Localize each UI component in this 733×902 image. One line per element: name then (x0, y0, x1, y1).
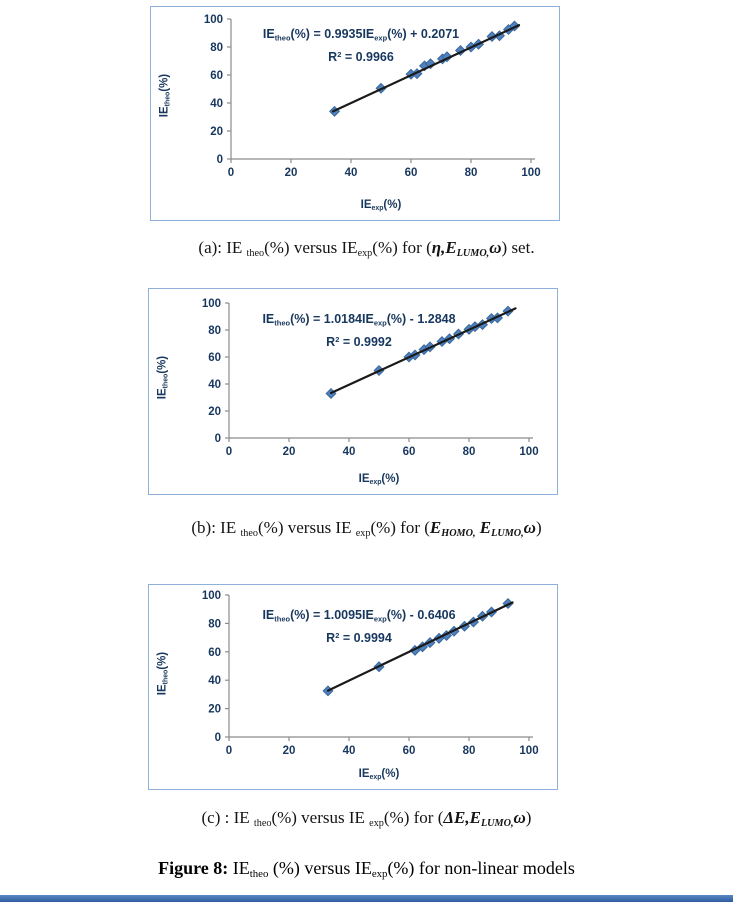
svg-text:60: 60 (210, 70, 223, 82)
svg-text:60: 60 (208, 352, 221, 364)
svg-text:0: 0 (228, 167, 234, 179)
svg-text:20: 20 (210, 126, 223, 138)
svg-text:40: 40 (343, 745, 356, 757)
chart-a-equation: IEtheo(%) = 0.9935IEexp(%) + 0.2071 R2 =… (206, 26, 516, 66)
chart-c: 0 20 40 60 80 100 0 20 40 60 80 100 IEtheo(%) = 1.0… (148, 584, 558, 790)
svg-text:100: 100 (202, 590, 221, 602)
chart-a-y-axis-title: IEtheo(%) (158, 73, 172, 118)
svg-text:100: 100 (519, 745, 538, 757)
svg-text:80: 80 (465, 167, 478, 179)
svg-text:60: 60 (405, 167, 418, 179)
svg-text:100: 100 (204, 14, 223, 26)
chart-b: 0 20 40 60 80 100 0 20 40 60 80 100 IEtheo(%) = 1.0… (148, 288, 558, 495)
chart-a-caption: (a): IE theo(%) versus IEexp(%) for (η,E… (198, 238, 535, 260)
svg-text:100: 100 (202, 298, 221, 310)
svg-text:80: 80 (208, 618, 221, 630)
chart-b-equation-line1: IEtheo(%) = 1.0184IEexp(%) - 1.2848 (262, 312, 456, 328)
chart-b-equation-r2: R2 = 0.9992 (326, 335, 392, 350)
svg-text:60: 60 (403, 446, 416, 458)
svg-text:80: 80 (208, 325, 221, 337)
svg-text:40: 40 (208, 675, 221, 687)
page-bottom-bar (0, 895, 733, 902)
svg-text:0: 0 (226, 745, 232, 757)
chart-b-x-axis-title: IEexp(%) (358, 472, 400, 486)
svg-text:40: 40 (210, 98, 223, 110)
chart-a-plot: 0 20 40 60 80 100 0 20 40 60 80 100 (204, 14, 541, 179)
svg-text:60: 60 (208, 647, 221, 659)
svg-text:20: 20 (283, 446, 296, 458)
svg-text:20: 20 (208, 406, 221, 418)
svg-text:0: 0 (215, 732, 221, 744)
svg-text:40: 40 (343, 446, 356, 458)
chart-b-plot: 0 20 40 60 80 100 0 20 40 60 80 100 (202, 298, 539, 458)
chart-b-caption: (b): IE theo(%) versus IE exp(%) for (EH… (191, 518, 542, 540)
svg-text:40: 40 (345, 167, 358, 179)
svg-text:20: 20 (283, 745, 296, 757)
svg-text:20: 20 (208, 704, 221, 716)
chart-a: 0 20 40 60 80 100 0 20 40 60 80 100 IEtheo(%) = 0.9… (150, 6, 560, 221)
chart-c-equation: IEtheo(%) = 1.0095IEexp(%) - 0.6406 R2 =… (204, 607, 514, 647)
chart-a-x-axis-title: IEexp(%) (360, 198, 402, 212)
chart-a-equation-line1: IEtheo(%) = 0.9935IEexp(%) + 0.2071 (262, 27, 460, 43)
chart-b-equation: IEtheo(%) = 1.0184IEexp(%) - 1.2848 R2 =… (204, 311, 514, 351)
svg-text:100: 100 (521, 167, 540, 179)
svg-text:0: 0 (217, 154, 223, 166)
svg-text:0: 0 (226, 446, 232, 458)
chart-c-caption: (c) : IE theo(%) versus IE exp(%) for (Δ… (201, 808, 532, 830)
chart-c-equation-r2: R2 = 0.9994 (326, 631, 392, 646)
chart-c-y-axis-title: IEtheo(%) (156, 651, 170, 696)
svg-text:80: 80 (463, 446, 476, 458)
svg-text:80: 80 (463, 745, 476, 757)
svg-text:20: 20 (285, 167, 298, 179)
svg-text:0: 0 (215, 433, 221, 445)
chart-c-equation-line1: IEtheo(%) = 1.0095IEexp(%) - 0.6406 (262, 608, 456, 624)
svg-text:80: 80 (210, 42, 223, 54)
svg-text:100: 100 (519, 446, 538, 458)
chart-c-plot: 0 20 40 60 80 100 0 20 40 60 80 100 (202, 590, 539, 757)
chart-a-equation-r2: R2 = 0.9966 (328, 50, 394, 65)
svg-text:40: 40 (208, 379, 221, 391)
figure-caption: Figure 8: IEtheo (%) versus IEexp(%) for… (158, 858, 575, 881)
chart-b-y-axis-title: IEtheo(%) (156, 355, 170, 400)
svg-text:60: 60 (403, 745, 416, 757)
chart-c-x-axis-title: IEexp(%) (358, 767, 400, 781)
